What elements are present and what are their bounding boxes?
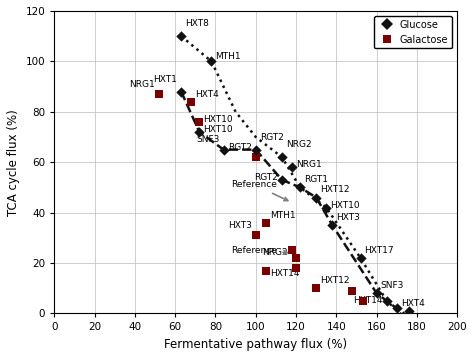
Point <box>357 255 365 261</box>
Text: Reference: Reference <box>232 246 287 255</box>
Text: HXT12: HXT12 <box>320 185 350 194</box>
Text: MTH1: MTH1 <box>270 211 295 220</box>
Text: RGT2: RGT2 <box>228 142 252 151</box>
Text: HXT3: HXT3 <box>228 221 252 230</box>
Point <box>393 306 401 311</box>
Point <box>177 89 185 95</box>
Text: HXT10: HXT10 <box>330 200 360 209</box>
Text: Reference: Reference <box>232 180 288 201</box>
Point <box>399 313 407 319</box>
Point <box>252 232 260 238</box>
Point <box>288 248 296 253</box>
Point <box>262 268 270 274</box>
Text: HXT1: HXT1 <box>153 74 177 83</box>
Text: SNF3: SNF3 <box>381 281 404 290</box>
Text: HXT3: HXT3 <box>337 213 360 222</box>
Legend: Glucose, Galactose: Glucose, Galactose <box>374 16 452 48</box>
Point <box>208 58 215 64</box>
Text: HXT17: HXT17 <box>365 246 394 255</box>
Point <box>188 99 195 105</box>
Point <box>405 308 413 314</box>
Text: HXT12: HXT12 <box>320 276 350 285</box>
Point <box>252 147 260 153</box>
Point <box>373 290 381 296</box>
Text: HXT4: HXT4 <box>195 90 219 99</box>
Text: HXT4: HXT4 <box>401 299 425 308</box>
Text: RGT2: RGT2 <box>254 173 278 182</box>
Point <box>292 255 300 261</box>
Point <box>278 177 286 183</box>
Point <box>155 91 163 97</box>
Point <box>196 129 203 135</box>
Text: NRG2: NRG2 <box>286 140 311 149</box>
Text: RGT1: RGT1 <box>304 175 328 184</box>
Text: HXT10: HXT10 <box>203 125 233 134</box>
Point <box>322 205 330 211</box>
Text: NRG1: NRG1 <box>296 160 322 169</box>
Text: NRG1: NRG1 <box>129 79 155 88</box>
Point <box>252 154 260 160</box>
Point <box>220 147 228 153</box>
Text: HXT14: HXT14 <box>270 268 300 278</box>
Point <box>296 185 304 190</box>
Point <box>312 285 320 291</box>
Text: SNF3: SNF3 <box>196 135 219 144</box>
Point <box>328 222 336 228</box>
Point <box>262 220 270 226</box>
Text: RGT2: RGT2 <box>260 132 283 141</box>
Point <box>312 195 320 200</box>
Point <box>196 119 203 125</box>
Text: HXT14: HXT14 <box>353 296 383 305</box>
X-axis label: Fermentative pathway flux (%): Fermentative pathway flux (%) <box>164 338 347 351</box>
Point <box>177 33 185 39</box>
Y-axis label: TCA cycle flux (%): TCA cycle flux (%) <box>7 109 20 216</box>
Point <box>288 164 296 170</box>
Point <box>292 265 300 271</box>
Point <box>383 298 391 304</box>
Point <box>278 154 286 160</box>
Point <box>349 288 356 294</box>
Point <box>359 298 366 304</box>
Text: HXT10: HXT10 <box>203 115 233 124</box>
Text: NRG2: NRG2 <box>263 248 288 257</box>
Text: MTH1: MTH1 <box>216 52 241 61</box>
Text: HXT8: HXT8 <box>185 19 209 28</box>
